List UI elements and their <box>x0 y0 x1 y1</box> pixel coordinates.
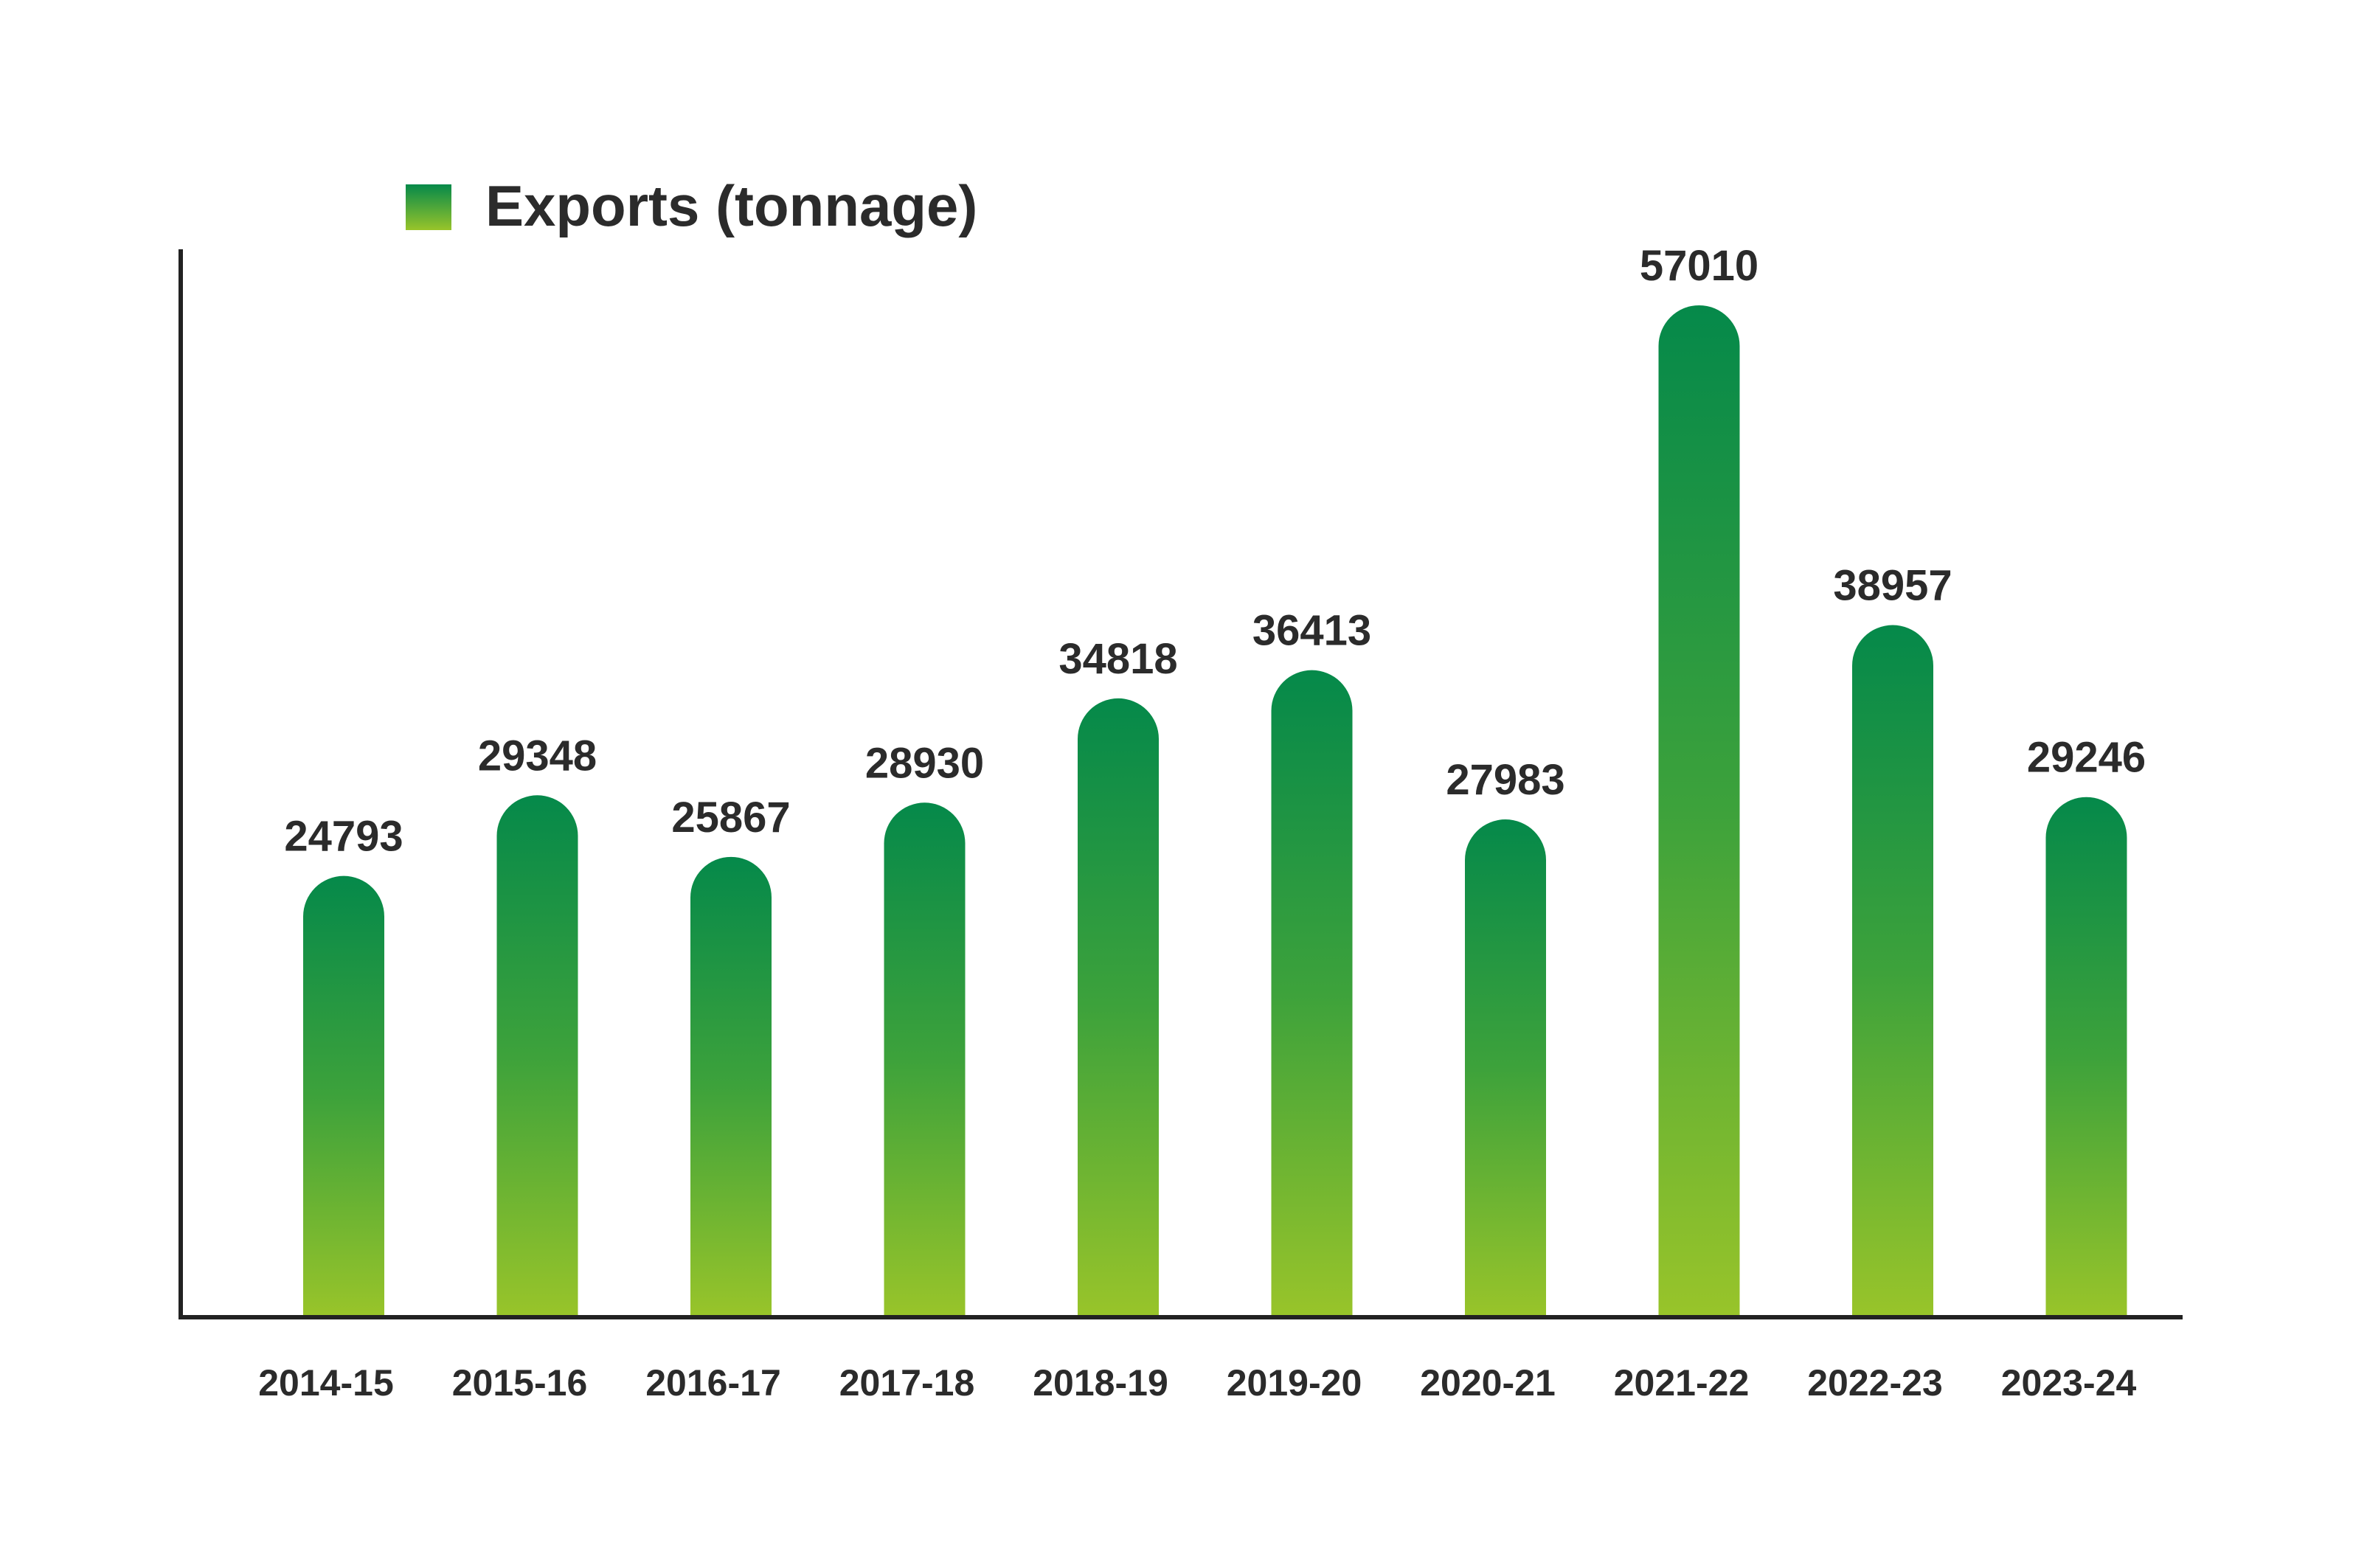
bar-2023-24 <box>2045 797 2127 1315</box>
bar-2018-19 <box>1078 698 1159 1315</box>
x-tick-label-2020-21: 2020-21 <box>1420 1362 1556 1404</box>
value-label-2021-22: 57010 <box>1640 242 1758 290</box>
bar-2019-20 <box>1271 670 1353 1315</box>
x-tick-label-2021-22: 2021-22 <box>1614 1362 1750 1404</box>
x-tick-labels: 2014-15 2015-16 2016-17 2017-18 2018-19 2019-… <box>258 1362 2136 1404</box>
value-label-2016-17: 25867 <box>671 794 790 842</box>
legend: Exports (tonnage) <box>406 173 977 238</box>
x-tick-label-2014-15: 2014-15 <box>258 1362 394 1404</box>
x-tick-label-2019-20: 2019-20 <box>1227 1362 1362 1404</box>
bars <box>303 305 2127 1315</box>
value-label-2015-16: 29348 <box>478 732 597 780</box>
bar-2022-23 <box>1852 625 1933 1315</box>
value-label-2022-23: 38957 <box>1833 562 1952 610</box>
value-label-2014-15: 24793 <box>284 813 403 861</box>
legend-swatch <box>406 184 451 230</box>
value-label-2019-20: 36413 <box>1252 607 1371 655</box>
x-tick-label-2018-19: 2018-19 <box>1033 1362 1168 1404</box>
bar-2015-16 <box>496 795 578 1315</box>
x-tick-label-2016-17: 2016-17 <box>645 1362 781 1404</box>
x-tick-label-2015-16: 2015-16 <box>452 1362 588 1404</box>
bar-2020-21 <box>1465 819 1546 1315</box>
bar-2016-17 <box>690 856 772 1315</box>
value-label-2017-18: 28930 <box>865 739 984 787</box>
bar-2021-22 <box>1658 305 1740 1315</box>
x-tick-label-2023-24: 2023-24 <box>2001 1362 2137 1404</box>
bar-2017-18 <box>884 802 966 1315</box>
value-label-2020-21: 27983 <box>1446 756 1564 804</box>
bar-2014-15 <box>303 875 384 1315</box>
value-label-2018-19: 34818 <box>1058 635 1177 683</box>
x-tick-label-2022-23: 2022-23 <box>1807 1362 1943 1404</box>
legend-label: Exports (tonnage) <box>485 173 977 238</box>
value-label-2023-24: 29246 <box>2027 734 2146 782</box>
x-tick-label-2017-18: 2017-18 <box>839 1362 975 1404</box>
value-labels: 24793 29348 25867 28930 34818 36413 27983 57010… <box>284 242 2146 861</box>
